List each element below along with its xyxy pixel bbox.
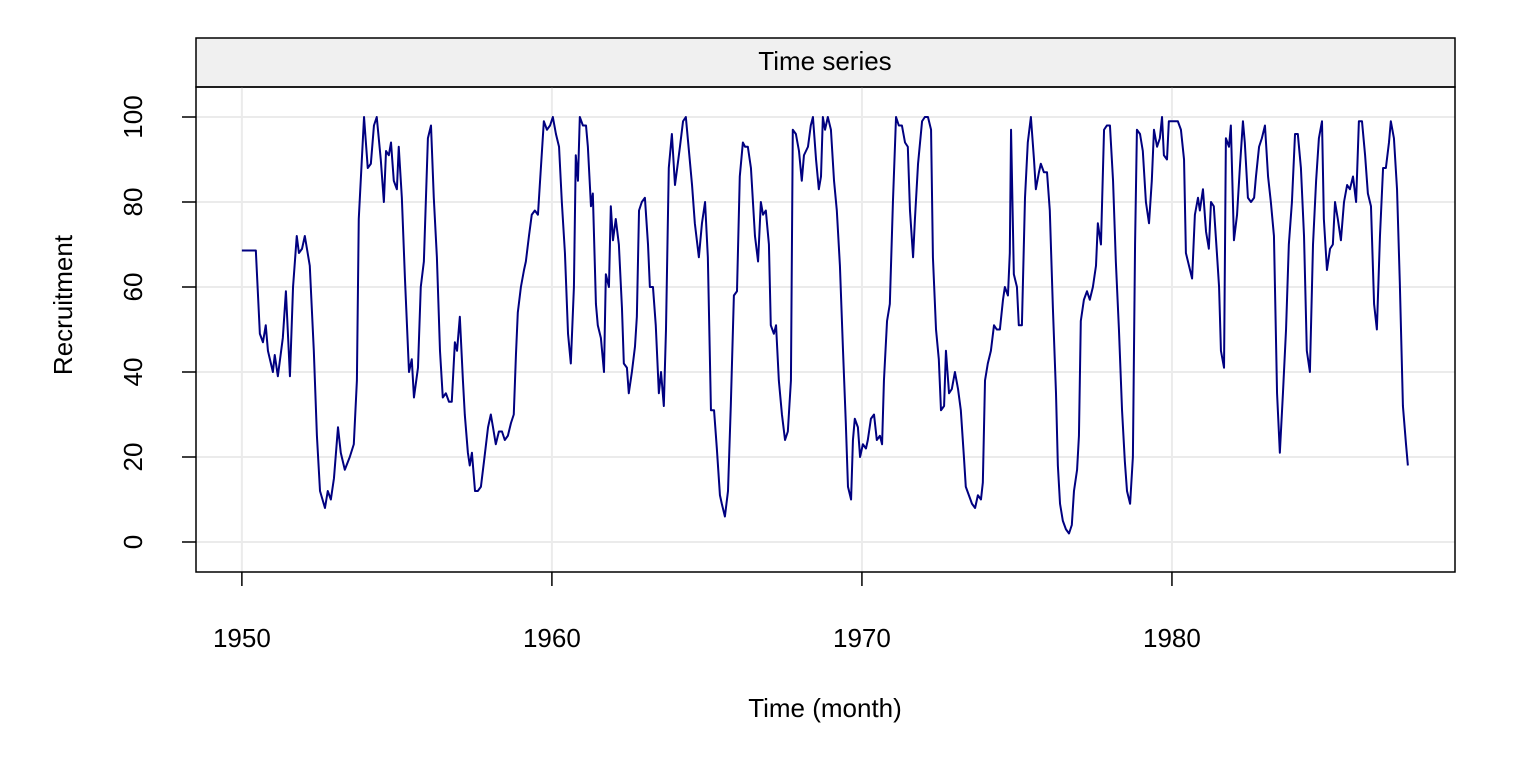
y-tick-label: 80 [118, 188, 148, 217]
y-axis-label: Recruitment [48, 234, 78, 375]
x-tick-label: 1970 [833, 623, 891, 653]
y-tick-label: 20 [118, 443, 148, 472]
y-tick-label: 0 [118, 535, 148, 549]
x-tick-label: 1950 [213, 623, 271, 653]
x-axis-label: Time (month) [748, 693, 902, 723]
y-tick-label: 100 [118, 95, 148, 138]
plot-frame [195, 86, 1456, 573]
y-tick-label: 40 [118, 358, 148, 387]
strip [195, 37, 1456, 88]
chart-title: Time series [758, 46, 891, 76]
x-tick-label: 1960 [523, 623, 581, 653]
series-line [241, 116, 1409, 535]
y-tick-label: 60 [118, 273, 148, 302]
x-tick-label: 1980 [1143, 623, 1201, 653]
